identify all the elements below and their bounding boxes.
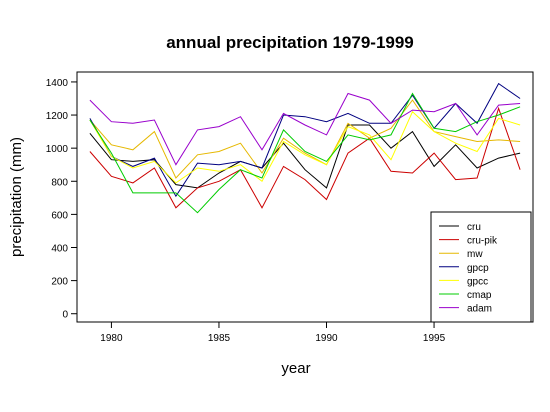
legend-label-cmap: cmap xyxy=(467,290,492,301)
y-tick-label: 400 xyxy=(51,243,68,254)
y-axis-label: precipitation (mm) xyxy=(8,137,25,257)
y-tick-label: 800 xyxy=(51,177,68,188)
y-tick-label: 0 xyxy=(62,310,68,321)
x-tick-label: 1990 xyxy=(315,333,338,344)
legend: cru cru-pik mw gpcp gpcc cmap adam xyxy=(430,211,532,323)
series-line-cru xyxy=(89,124,521,189)
series-line-adam xyxy=(89,92,521,166)
legend-label-adam: adam xyxy=(467,304,492,315)
legend-label-gpcc: gpcc xyxy=(467,276,488,287)
axis-ticks: 1980 1985 1990 1995 0 200 400 600 800 1000 1200 140… xyxy=(46,78,446,344)
legend-label-gpcp: gpcp xyxy=(467,263,489,274)
series-lines xyxy=(89,82,521,214)
series-line-gpcc xyxy=(89,110,521,184)
legend-label-cru-pik: cru-pik xyxy=(467,236,498,247)
y-tick-label: 1200 xyxy=(46,111,69,122)
y-tick-label: 600 xyxy=(51,210,68,221)
series-line-gpcp xyxy=(89,82,521,198)
legend-label-mw: mw xyxy=(467,249,483,260)
x-tick-label: 1985 xyxy=(208,333,231,344)
series-line-cmap xyxy=(89,92,521,214)
x-tick-label: 1980 xyxy=(100,333,123,344)
x-tick-label: 1995 xyxy=(423,333,446,344)
chart-title: annual precipitation 1979-1999 xyxy=(166,33,414,52)
legend-label-cru: cru xyxy=(467,222,481,233)
x-axis-label: year xyxy=(281,360,310,377)
plot-frame xyxy=(76,71,534,323)
series-line-cru-pik xyxy=(89,106,521,209)
y-tick-label: 1400 xyxy=(46,78,69,89)
y-tick-label: 200 xyxy=(51,277,68,288)
y-tick-label: 1000 xyxy=(46,144,69,155)
series-line-mw xyxy=(89,99,521,179)
